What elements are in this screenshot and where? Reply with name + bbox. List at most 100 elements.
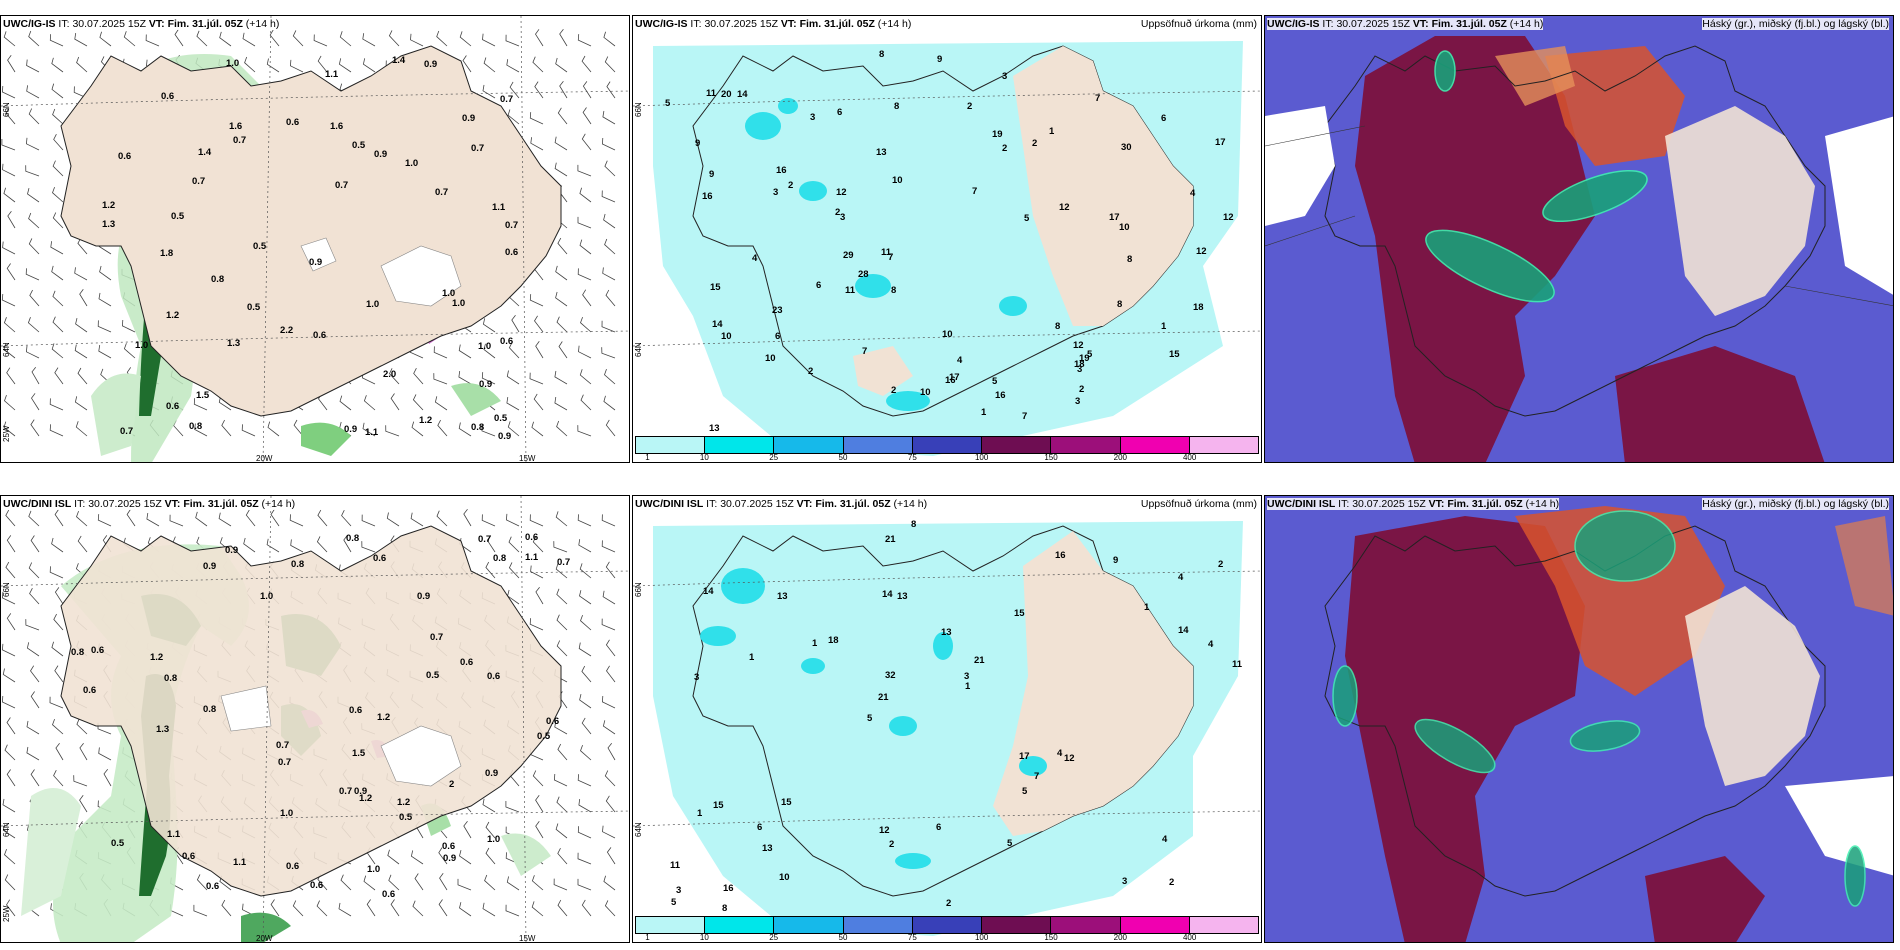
dry-land — [853, 346, 913, 396]
value-label: 0.6 — [286, 861, 299, 872]
colorbar-swatch — [982, 437, 1052, 453]
value-label: 3 — [1075, 396, 1080, 407]
vt-label: VT: — [1428, 498, 1445, 510]
it-label: IT: — [1322, 18, 1334, 30]
wind-barb — [316, 536, 328, 553]
value-label: 1.2 — [359, 793, 372, 804]
value-label: 5 — [1024, 213, 1030, 224]
wind-barb — [25, 619, 40, 631]
wind-barb — [243, 537, 256, 553]
wind-barb — [292, 900, 304, 917]
wind-barb — [2, 798, 16, 813]
value-label: 14 — [703, 586, 714, 597]
value-label: 1.1 — [525, 552, 539, 563]
wind-barb — [7, 211, 16, 229]
value-label: 10 — [721, 331, 732, 342]
value-label: 2 — [788, 180, 793, 191]
value-label: 3 — [694, 672, 699, 683]
value-label: 10 — [1119, 222, 1130, 233]
wind-barb — [482, 902, 496, 917]
value-label: 1.5 — [352, 748, 366, 759]
value-label: 1.1 — [325, 69, 339, 80]
wind-barb — [3, 31, 16, 47]
wind-barb — [508, 342, 520, 359]
value-label: 1.2 — [150, 652, 163, 663]
value-label: 11 — [706, 88, 717, 99]
lat-label: 64N — [2, 822, 11, 837]
wind-barb — [529, 618, 544, 631]
value-label: 3 — [676, 885, 681, 896]
value-label: 6 — [837, 107, 842, 118]
wind-barb — [534, 81, 544, 99]
value-label: 0.8 — [203, 704, 216, 715]
value-label: 10 — [920, 387, 931, 398]
wind-barb — [25, 345, 40, 359]
wind-barb — [99, 31, 112, 47]
value-label: 1.8 — [160, 248, 173, 259]
value-label: 4 — [957, 355, 963, 366]
wind-barb — [51, 57, 64, 73]
wind-barb — [29, 289, 40, 307]
value-label: 1.2 — [166, 310, 179, 321]
wind-barb — [601, 320, 616, 333]
wind-barb — [459, 849, 472, 865]
value-label: 0.8 — [346, 533, 359, 544]
dini-precip-map: 2345151614131518111313211214211117142112… — [633, 519, 1261, 936]
wind-barb — [195, 511, 208, 527]
wind-barb — [97, 320, 112, 333]
wind-barb — [361, 514, 376, 527]
wind-barb — [26, 85, 40, 99]
iceland-landmass — [60, 45, 562, 417]
wind-barb — [506, 59, 520, 73]
wind-barb — [553, 773, 568, 787]
value-label: 0.9 — [424, 59, 437, 70]
wind-barb — [532, 536, 544, 553]
wind-barb — [245, 509, 256, 527]
wind-barb — [52, 186, 64, 203]
wind-barb — [410, 33, 424, 47]
wind-barb — [121, 319, 136, 333]
colorbar-swatch — [843, 917, 913, 933]
value-labels: 2345151614131518111313211214211117142112… — [670, 519, 1243, 914]
it-value: 30.07.2025 15Z — [1336, 18, 1410, 30]
colorbar-swatch — [912, 437, 983, 453]
wind-barb — [577, 425, 592, 437]
colorbar-tick: 25 — [769, 453, 779, 462]
value-label: 12 — [1059, 202, 1070, 213]
value-label: 14 — [882, 589, 893, 600]
wind-barb — [290, 539, 304, 553]
it-label: IT: — [74, 498, 86, 510]
value-label: 16 — [1055, 550, 1066, 561]
value-label: 3 — [1122, 876, 1127, 887]
wind-barb — [49, 424, 64, 437]
value-label: 23 — [772, 305, 783, 316]
wind-barb — [580, 744, 592, 761]
value-label: 0.6 — [310, 880, 323, 891]
wind-barb — [26, 720, 40, 735]
wind-barb — [602, 825, 616, 839]
wind-barb — [77, 535, 88, 553]
wind-barb — [577, 878, 592, 891]
value-label: 9 — [709, 169, 714, 180]
wind-barb — [30, 535, 40, 553]
wind-barb — [339, 395, 352, 411]
wind-barb — [388, 874, 400, 891]
clear-sky — [1265, 106, 1335, 226]
wind-barb — [438, 899, 448, 917]
wind-barb — [531, 875, 544, 891]
value-label: 1 — [1161, 321, 1167, 332]
value-label: 1.4 — [392, 55, 406, 66]
wind-barb — [28, 562, 40, 579]
glacier — [300, 237, 337, 272]
value-label: 0.7 — [471, 143, 484, 154]
value-label: 6 — [816, 280, 821, 291]
colorbar-tick: 1 — [645, 453, 650, 462]
wind-barb — [363, 395, 376, 411]
wind-barb — [580, 316, 592, 333]
wind-barb — [604, 770, 616, 787]
value-label: 1.6 — [229, 121, 242, 132]
wind-barb — [49, 34, 64, 47]
value-label: 0.6 — [166, 401, 179, 412]
wind-barb — [293, 419, 304, 437]
wind-barb — [481, 514, 496, 527]
